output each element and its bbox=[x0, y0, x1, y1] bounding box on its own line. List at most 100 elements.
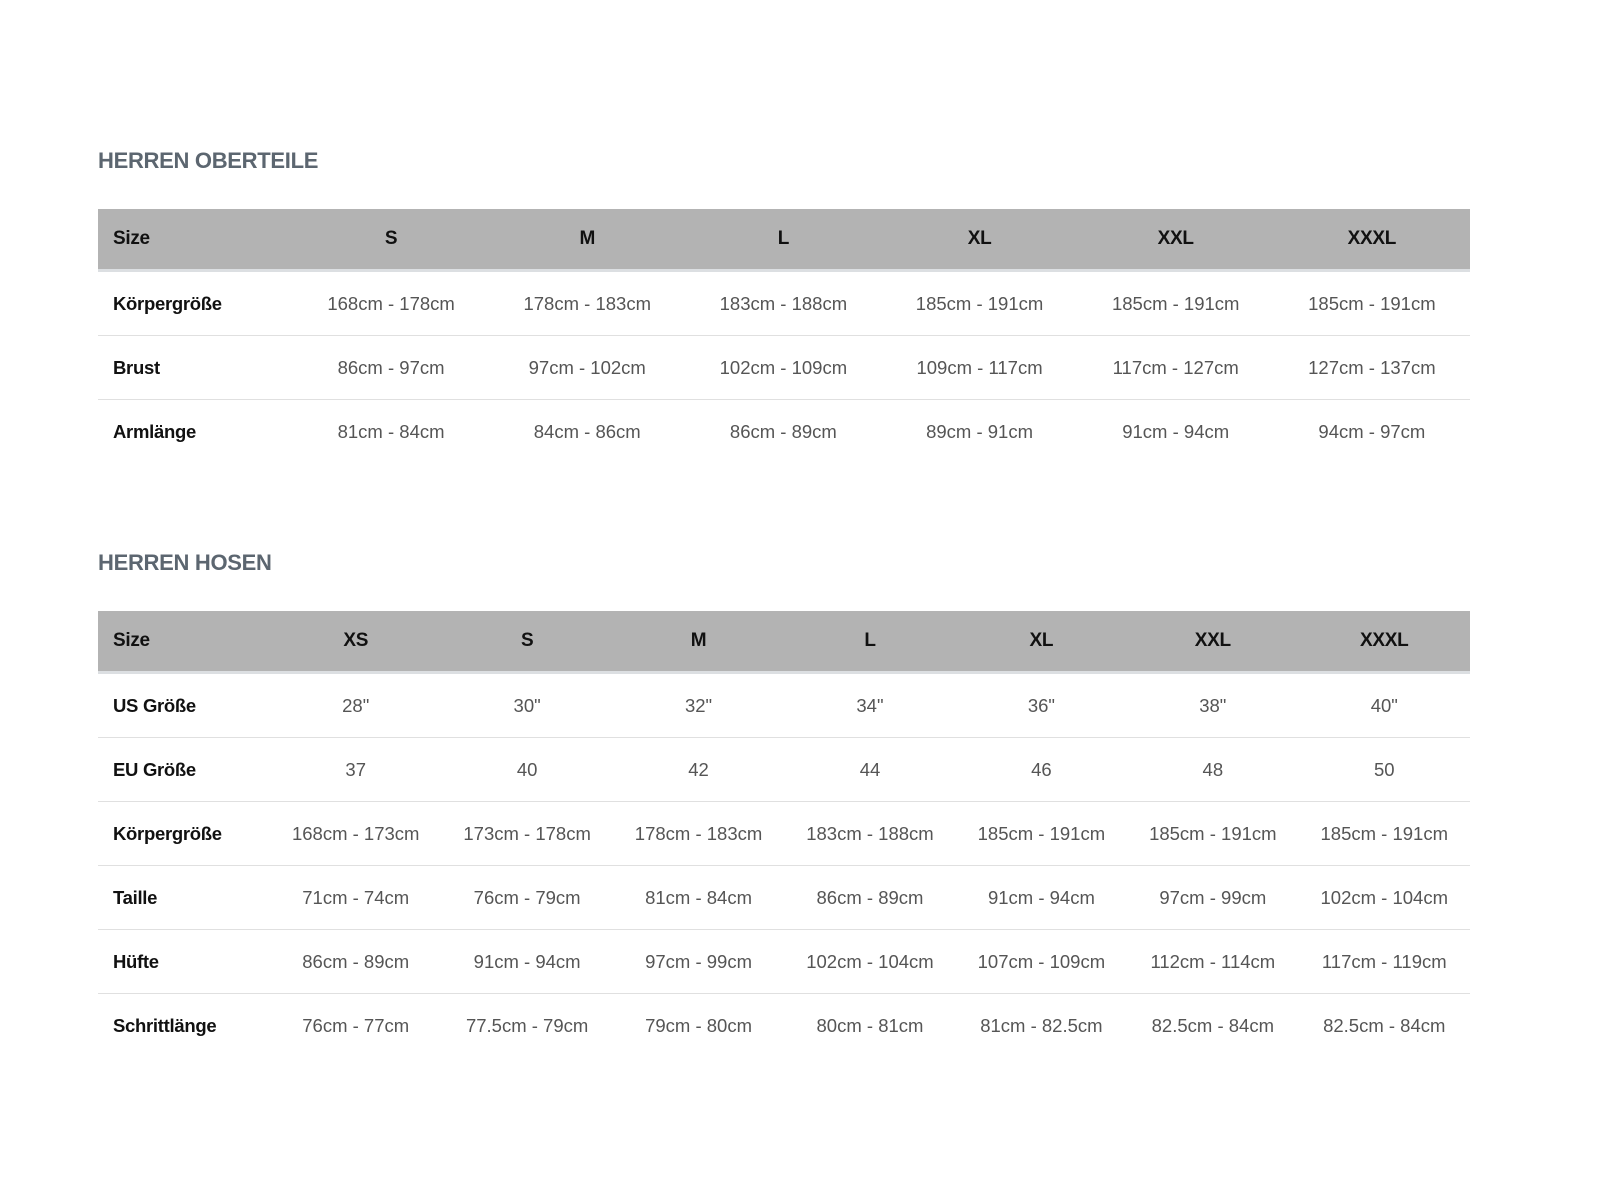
table-cell: 30" bbox=[441, 672, 613, 738]
row-label: Brust bbox=[98, 335, 293, 400]
table-cell: 112cm - 114cm bbox=[1127, 929, 1299, 994]
table-cell: 79cm - 80cm bbox=[645, 1014, 753, 1036]
table-cell: 102cm - 109cm bbox=[685, 335, 882, 400]
table-cell: 127cm - 137cm bbox=[1273, 335, 1470, 400]
header-size-column: XXXL bbox=[1360, 630, 1409, 651]
table-cell: 82.5cm - 84cm bbox=[1323, 1014, 1446, 1036]
table-cell: 80cm - 81cm bbox=[816, 1014, 924, 1036]
row-label: Taille bbox=[98, 865, 270, 930]
table-cell: 102cm - 104cm bbox=[1298, 865, 1470, 930]
table-header-row: Size XS S M L XL XXL XXXL bbox=[98, 611, 1470, 673]
table-cell: 81cm - 84cm bbox=[337, 420, 445, 442]
header-size-column: XXL bbox=[1157, 228, 1194, 249]
table-cell: 185cm - 191cm bbox=[1077, 270, 1274, 336]
table-cell: 97cm - 99cm bbox=[612, 929, 785, 994]
table-row: US Größe 28" 30" 32" 34" 36" 38" 40" bbox=[98, 672, 1470, 738]
table-cell: 185cm - 191cm bbox=[1298, 801, 1470, 866]
header-size-column: XXL bbox=[1194, 630, 1231, 651]
table-cell: 81cm - 84cm bbox=[612, 865, 785, 930]
table-row: Hüfte 86cm - 89cm 91cm - 94cm 97cm - 99cm 10… bbox=[98, 929, 1470, 994]
table-cell: 91cm - 94cm bbox=[1122, 420, 1230, 442]
pants-section: HERREN HOSEN Size XS S M L XL XXL XXXL US Größe… bbox=[98, 548, 1470, 1057]
table-cell: 36" bbox=[955, 672, 1128, 738]
table-cell: 34" bbox=[784, 672, 956, 738]
table-cell: 28" bbox=[270, 672, 442, 738]
table-row: Schrittlänge 76cm - 77cm 77.5cm - 79cm 79cm… bbox=[98, 994, 1470, 1058]
table-cell: 97cm - 99cm bbox=[1127, 865, 1299, 930]
pants-title: HERREN HOSEN bbox=[98, 550, 272, 575]
table-row: Körpergröße 168cm - 173cm 173cm - 178cm 178… bbox=[98, 801, 1470, 866]
table-cell: 48 bbox=[1127, 737, 1299, 802]
table-cell: 40" bbox=[1298, 672, 1470, 738]
tops-section: HERREN OBERTEILE Size S M L XL XXL XXXL Körper… bbox=[98, 146, 1470, 463]
table-cell: 178cm - 183cm bbox=[612, 801, 785, 866]
row-label: Körpergröße bbox=[98, 270, 293, 336]
row-label: EU Größe bbox=[98, 737, 270, 802]
table-cell: 185cm - 191cm bbox=[955, 801, 1128, 866]
table-cell: 50 bbox=[1298, 737, 1470, 802]
header-size-column: XL bbox=[967, 228, 992, 249]
table-row: Körpergröße 168cm - 178cm 178cm - 183cm 183… bbox=[98, 270, 1470, 336]
row-label: Hüfte bbox=[98, 929, 270, 994]
tops-title: HERREN OBERTEILE bbox=[98, 148, 319, 173]
table-cell: 117cm - 119cm bbox=[1298, 929, 1470, 994]
header-size-column: S bbox=[520, 630, 534, 651]
table-cell: 40 bbox=[441, 737, 613, 802]
table-cell: 183cm - 188cm bbox=[784, 801, 956, 866]
table-cell: 178cm - 183cm bbox=[489, 270, 686, 336]
row-label: Körpergröße bbox=[98, 801, 270, 866]
table-cell: 168cm - 173cm bbox=[270, 801, 442, 866]
table-cell: 183cm - 188cm bbox=[685, 270, 882, 336]
table-cell: 37 bbox=[270, 737, 442, 802]
table-cell: 32" bbox=[612, 672, 785, 738]
table-cell: 81cm - 82.5cm bbox=[980, 1014, 1103, 1036]
table-cell: 185cm - 191cm bbox=[881, 270, 1078, 336]
table-cell: 76cm - 77cm bbox=[302, 1014, 410, 1036]
table-cell: 42 bbox=[612, 737, 785, 802]
table-row: Brust 86cm - 97cm 97cm - 102cm 102cm - 109c… bbox=[98, 335, 1470, 400]
tops-size-table: Size S M L XL XXL XXXL Körpergröße 168cm - 178c… bbox=[98, 209, 1470, 463]
table-cell: 86cm - 89cm bbox=[784, 865, 956, 930]
table-cell: 44 bbox=[784, 737, 956, 802]
pants-size-table: Size XS S M L XL XXL XXXL US Größe 28" 30" 32" 34" 3… bbox=[98, 611, 1470, 1057]
table-cell: 173cm - 178cm bbox=[441, 801, 613, 866]
header-size-column: L bbox=[864, 630, 876, 651]
table-cell: 102cm - 104cm bbox=[784, 929, 956, 994]
table-cell: 109cm - 117cm bbox=[881, 335, 1078, 400]
header-size-column: L bbox=[777, 228, 790, 249]
table-cell: 71cm - 74cm bbox=[270, 865, 442, 930]
table-cell: 91cm - 94cm bbox=[441, 929, 613, 994]
table-row: Armlänge 81cm - 84cm 84cm - 86cm 86cm - 89c… bbox=[98, 400, 1470, 464]
header-size-label: Size bbox=[113, 228, 150, 249]
table-cell: 185cm - 191cm bbox=[1127, 801, 1299, 866]
table-header-row: Size S M L XL XXL XXXL bbox=[98, 209, 1470, 271]
table-cell: 76cm - 79cm bbox=[441, 865, 613, 930]
table-cell: 86cm - 97cm bbox=[293, 335, 490, 400]
row-label: US Größe bbox=[98, 672, 270, 738]
row-label: Armlänge bbox=[113, 420, 196, 442]
table-cell: 89cm - 91cm bbox=[926, 420, 1033, 442]
table-cell: 168cm - 178cm bbox=[293, 270, 490, 336]
header-size-column: XS bbox=[343, 630, 369, 651]
table-cell: 107cm - 109cm bbox=[955, 929, 1128, 994]
table-row: EU Größe 37 40 42 44 46 48 50 bbox=[98, 737, 1470, 802]
table-row: Taille 71cm - 74cm 76cm - 79cm 81cm - 84cm 8… bbox=[98, 865, 1470, 930]
table-cell: 94cm - 97cm bbox=[1318, 420, 1426, 442]
row-label: Schrittlänge bbox=[113, 1014, 217, 1036]
table-cell: 46 bbox=[955, 737, 1128, 802]
table-cell: 91cm - 94cm bbox=[955, 865, 1128, 930]
table-cell: 117cm - 127cm bbox=[1077, 335, 1274, 400]
table-cell: 38" bbox=[1127, 672, 1299, 738]
header-size-column: XL bbox=[1029, 630, 1054, 651]
header-size-column: S bbox=[384, 228, 398, 249]
table-cell: 82.5cm - 84cm bbox=[1151, 1014, 1274, 1036]
header-size-column: XXXL bbox=[1347, 228, 1397, 249]
header-size-label: Size bbox=[113, 630, 150, 651]
table-cell: 86cm - 89cm bbox=[270, 929, 442, 994]
table-cell: 97cm - 102cm bbox=[489, 335, 686, 400]
header-size-column: M bbox=[690, 630, 707, 651]
table-cell: 185cm - 191cm bbox=[1273, 270, 1470, 336]
table-cell: 84cm - 86cm bbox=[533, 420, 641, 442]
header-size-column: M bbox=[579, 228, 595, 249]
table-cell: 86cm - 89cm bbox=[729, 420, 837, 442]
